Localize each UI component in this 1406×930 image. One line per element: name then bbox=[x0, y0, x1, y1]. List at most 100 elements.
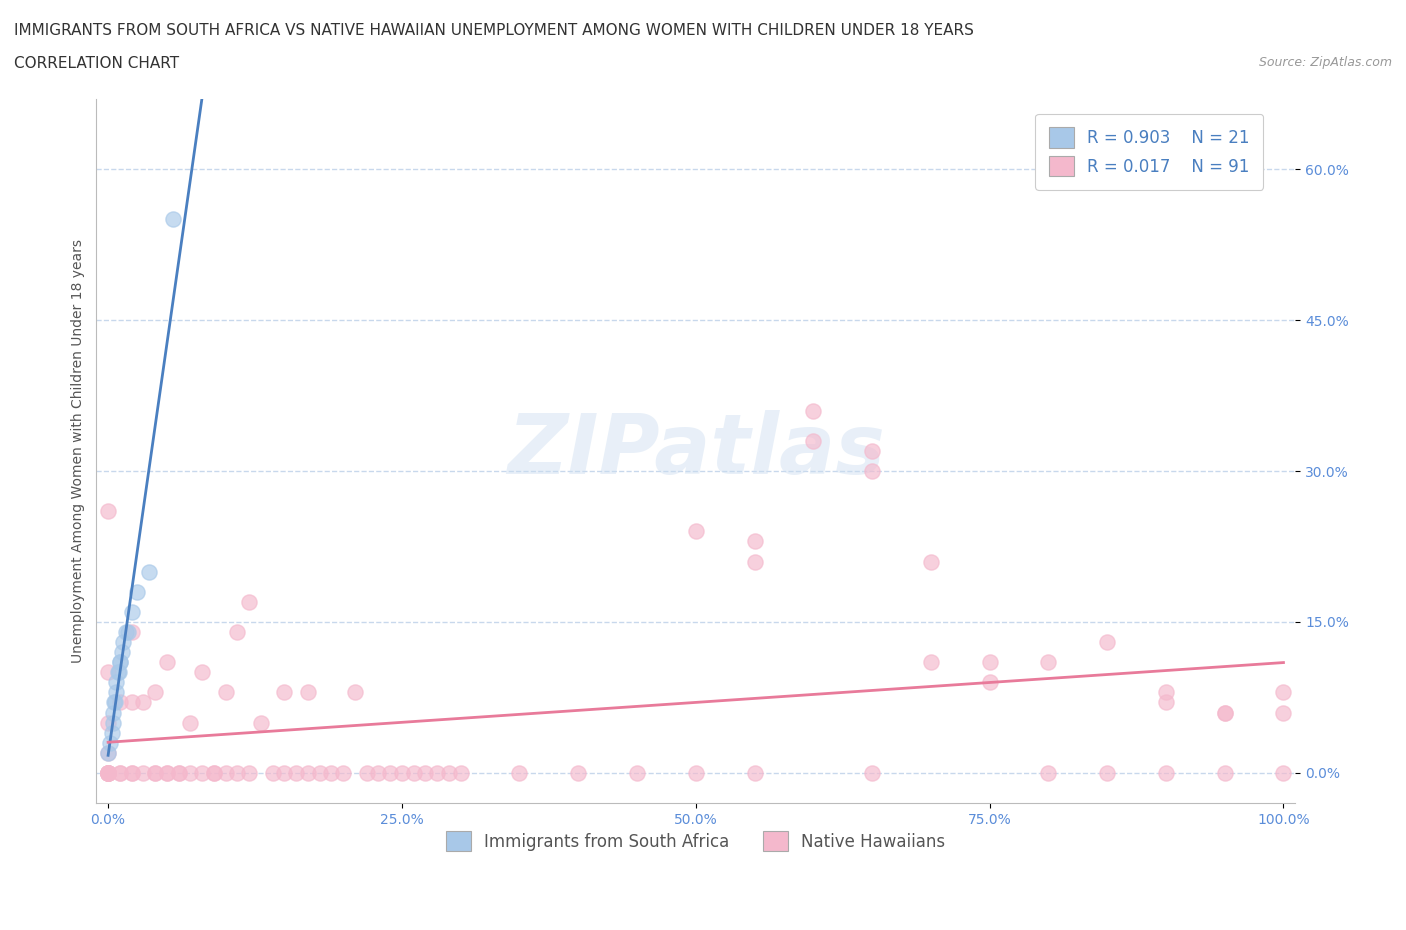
Point bbox=[860, 765, 883, 780]
Point bbox=[1213, 705, 1236, 720]
Point bbox=[105, 675, 128, 690]
Point bbox=[391, 765, 413, 780]
Point bbox=[1272, 765, 1295, 780]
Point bbox=[308, 765, 330, 780]
Point bbox=[402, 765, 425, 780]
Point bbox=[367, 765, 389, 780]
Point bbox=[114, 625, 136, 640]
Point bbox=[121, 765, 143, 780]
Text: ZIPatlas: ZIPatlas bbox=[506, 410, 884, 491]
Point bbox=[285, 765, 308, 780]
Point bbox=[801, 404, 824, 418]
Point bbox=[214, 685, 236, 700]
Point bbox=[156, 765, 179, 780]
Point bbox=[105, 685, 128, 700]
Point bbox=[685, 765, 707, 780]
Point bbox=[202, 765, 225, 780]
Point bbox=[567, 765, 589, 780]
Point bbox=[97, 765, 120, 780]
Point bbox=[97, 504, 120, 519]
Point bbox=[179, 765, 201, 780]
Point bbox=[97, 765, 120, 780]
Point bbox=[226, 765, 249, 780]
Point bbox=[238, 594, 260, 609]
Point bbox=[97, 765, 120, 780]
Point bbox=[1272, 705, 1295, 720]
Text: Source: ZipAtlas.com: Source: ZipAtlas.com bbox=[1258, 56, 1392, 69]
Point bbox=[97, 715, 120, 730]
Point bbox=[626, 765, 648, 780]
Point bbox=[860, 463, 883, 478]
Point bbox=[214, 765, 236, 780]
Point bbox=[97, 765, 120, 780]
Point bbox=[380, 765, 402, 780]
Point bbox=[1095, 765, 1118, 780]
Point bbox=[143, 685, 166, 700]
Point bbox=[1213, 765, 1236, 780]
Point bbox=[167, 765, 190, 780]
Point bbox=[143, 765, 166, 780]
Point bbox=[508, 765, 530, 780]
Point bbox=[1154, 695, 1177, 710]
Point bbox=[103, 695, 125, 710]
Point bbox=[744, 534, 766, 549]
Point bbox=[979, 675, 1001, 690]
Point bbox=[1154, 685, 1177, 700]
Point bbox=[202, 765, 225, 780]
Point bbox=[112, 634, 135, 649]
Point bbox=[101, 715, 124, 730]
Point bbox=[132, 765, 155, 780]
Text: IMMIGRANTS FROM SOUTH AFRICA VS NATIVE HAWAIIAN UNEMPLOYMENT AMONG WOMEN WITH CH: IMMIGRANTS FROM SOUTH AFRICA VS NATIVE H… bbox=[14, 23, 974, 38]
Point bbox=[191, 665, 214, 680]
Point bbox=[107, 665, 129, 680]
Point bbox=[117, 625, 139, 640]
Point bbox=[332, 765, 354, 780]
Point bbox=[226, 625, 249, 640]
Point bbox=[685, 524, 707, 538]
Point bbox=[121, 604, 143, 619]
Point bbox=[108, 655, 131, 670]
Point bbox=[156, 765, 179, 780]
Point bbox=[1272, 685, 1295, 700]
Point bbox=[1154, 765, 1177, 780]
Point bbox=[250, 715, 273, 730]
Point bbox=[297, 685, 319, 700]
Point bbox=[297, 765, 319, 780]
Point bbox=[273, 765, 295, 780]
Point bbox=[156, 655, 179, 670]
Point bbox=[262, 765, 284, 780]
Point bbox=[437, 765, 460, 780]
Point bbox=[97, 765, 120, 780]
Point bbox=[162, 212, 184, 227]
Point bbox=[238, 765, 260, 780]
Point bbox=[121, 625, 143, 640]
Point bbox=[97, 765, 120, 780]
Point bbox=[127, 584, 149, 599]
Point bbox=[1095, 634, 1118, 649]
Point bbox=[744, 765, 766, 780]
Point bbox=[191, 765, 214, 780]
Point bbox=[143, 765, 166, 780]
Point bbox=[108, 765, 131, 780]
Point bbox=[97, 665, 120, 680]
Point bbox=[415, 765, 437, 780]
Point bbox=[97, 745, 120, 760]
Point bbox=[179, 715, 201, 730]
Point bbox=[121, 765, 143, 780]
Point bbox=[100, 725, 122, 740]
Point bbox=[121, 695, 143, 710]
Point bbox=[426, 765, 449, 780]
Point bbox=[107, 665, 129, 680]
Point bbox=[744, 554, 766, 569]
Point bbox=[101, 705, 124, 720]
Point bbox=[97, 765, 120, 780]
Point bbox=[860, 444, 883, 458]
Point bbox=[920, 655, 942, 670]
Point bbox=[356, 765, 378, 780]
Point bbox=[343, 685, 366, 700]
Point bbox=[108, 655, 131, 670]
Point bbox=[108, 695, 131, 710]
Point bbox=[1038, 765, 1060, 780]
Point bbox=[450, 765, 472, 780]
Point bbox=[111, 644, 134, 659]
